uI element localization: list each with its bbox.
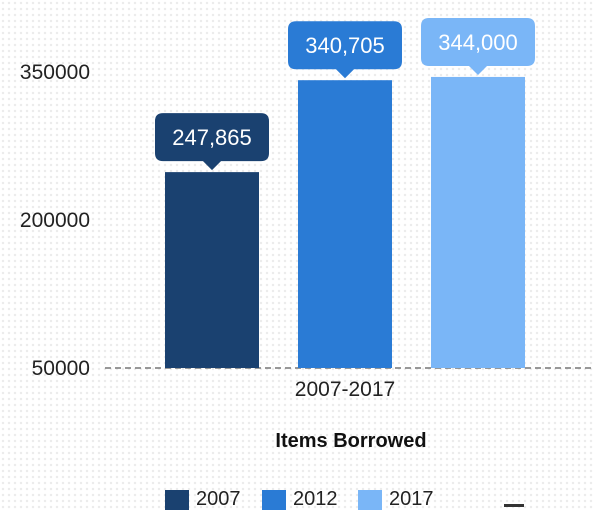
- menu-icon[interactable]: [504, 504, 524, 507]
- y-tick-label-350000: 350000: [20, 61, 90, 84]
- data-label-2007: 247,865: [155, 113, 269, 171]
- data-label-text-2007: 247,865: [172, 125, 252, 150]
- bar-2007: [165, 172, 259, 368]
- y-tick-label-50000: 50000: [32, 357, 90, 380]
- x-category-label: 2007-2017: [295, 378, 395, 401]
- bar-2012: [298, 80, 392, 368]
- data-label-2012: 340,705: [288, 21, 402, 79]
- data-label-text-2012: 340,705: [305, 33, 385, 58]
- data-label-2017: 344,000: [421, 17, 535, 75]
- x-axis-title: Items Borrowed: [275, 430, 426, 452]
- bar-2017: [431, 76, 525, 368]
- legend-swatch-2012: [262, 490, 286, 510]
- legend-label-2012: 2012: [293, 488, 338, 510]
- legend-label-2007: 2007: [196, 488, 241, 510]
- legend-label-2017: 2017: [389, 488, 434, 510]
- legend: 2007 2012 2017: [165, 488, 434, 510]
- data-label-text-2017: 344,000: [438, 30, 518, 55]
- legend-swatch-2017: [358, 490, 382, 510]
- y-tick-label-200000: 200000: [20, 209, 90, 232]
- legend-swatch-2007: [165, 490, 189, 510]
